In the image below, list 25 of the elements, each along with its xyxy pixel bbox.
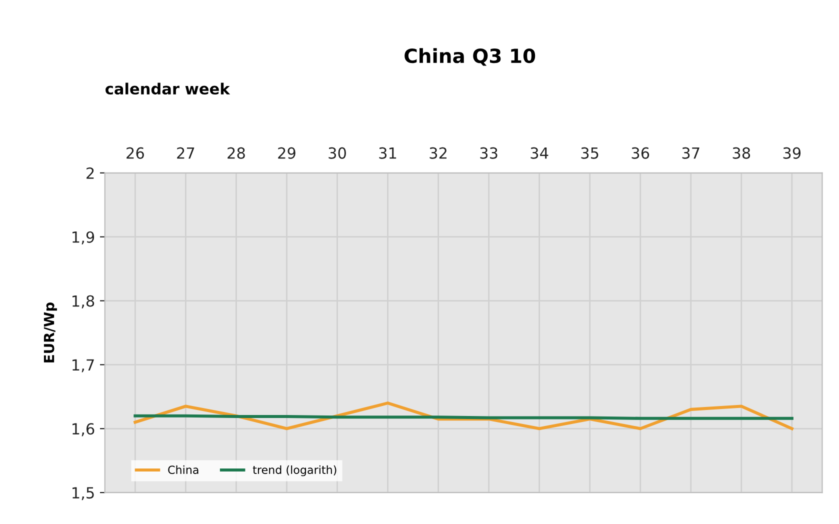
x-tick-label: 28: [228, 147, 245, 159]
x-tick-label: 37: [682, 147, 700, 159]
chart-title: China Q3 10: [404, 48, 536, 66]
x-tick-label: 27: [177, 147, 194, 159]
x-tick-label: 39: [783, 147, 801, 159]
y-tick-label: 2: [86, 167, 94, 179]
y-axis-title: EUR/Wp: [44, 302, 57, 362]
x-tick-label: 33: [480, 147, 498, 159]
y-tick-label: 1,7: [72, 359, 94, 372]
x-tick-label: 31: [379, 147, 396, 159]
x-axis-title: calendar week: [106, 82, 230, 95]
x-tick-label: 30: [328, 147, 346, 159]
x-tick-label: 34: [530, 147, 548, 159]
x-tick-label: 32: [430, 147, 446, 159]
x-tick-label: 38: [732, 147, 750, 159]
x-tick-label: 26: [126, 147, 144, 159]
x-tick-label: 36: [632, 147, 650, 159]
legend-label: China: [168, 465, 198, 474]
x-tick-label: 29: [278, 147, 296, 159]
legend-label: trend (logarith): [252, 465, 336, 476]
y-tick-label: 1,5: [72, 487, 94, 500]
y-tick-label: 1,9: [72, 231, 94, 244]
y-tick-label: 1,6: [72, 423, 94, 436]
y-tick-label: 1,8: [72, 295, 94, 308]
x-tick-label: 35: [581, 147, 598, 159]
